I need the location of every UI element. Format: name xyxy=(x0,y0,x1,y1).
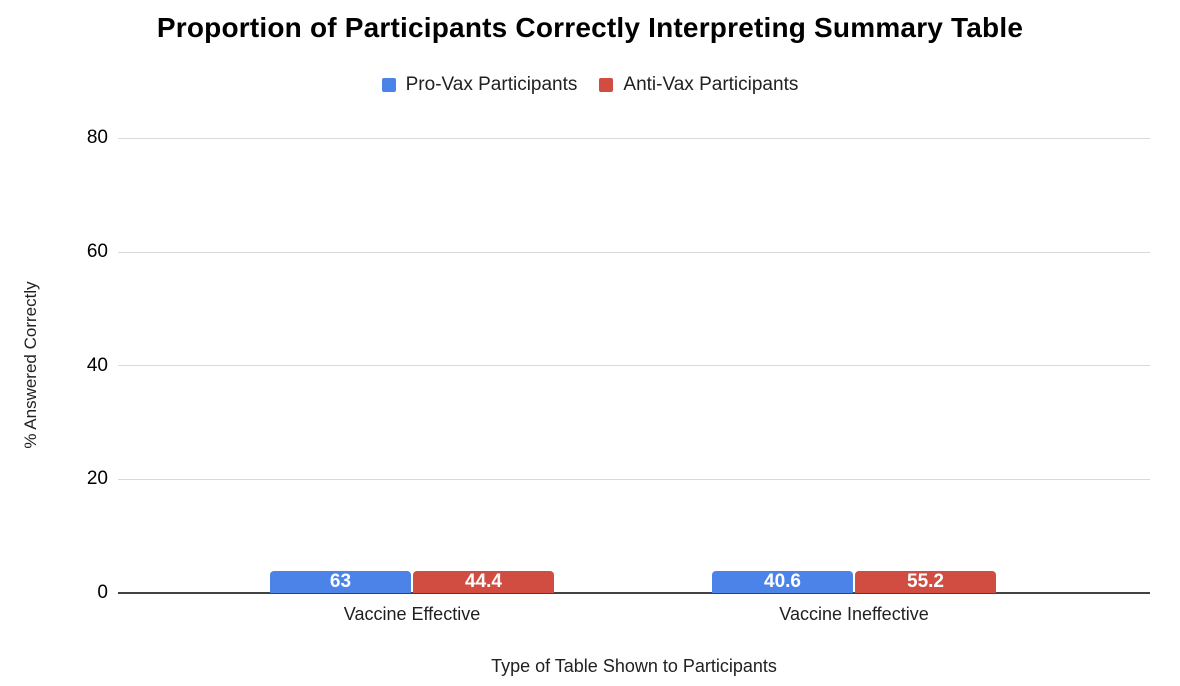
gridline-20 xyxy=(118,479,1150,480)
legend-label-anti-vax: Anti-Vax Participants xyxy=(623,74,799,95)
legend-item-anti-vax: Anti-Vax Participants xyxy=(599,74,798,96)
y-tick-60: 60 xyxy=(86,241,108,262)
bar-anti-vax-ineffective: 55.2 xyxy=(855,571,996,593)
y-tick-20: 20 xyxy=(86,468,108,489)
bar-pro-vax-ineffective: 40.6 xyxy=(712,571,853,593)
x-axis-title: Type of Table Shown to Participants xyxy=(491,656,777,676)
gridline-60 xyxy=(118,252,1150,253)
y-tick-80: 80 xyxy=(86,127,108,148)
legend-swatch-anti-vax-icon xyxy=(599,78,614,92)
x-category-vaccine-ineffective: Vaccine Ineffective xyxy=(779,604,929,624)
y-tick-0: 0 xyxy=(97,582,108,603)
x-category-vaccine-effective: Vaccine Effective xyxy=(343,604,481,624)
legend-label-pro-vax: Pro-Vax Participants xyxy=(405,74,578,95)
gridline-80 xyxy=(118,138,1150,139)
bar-value-label: 63 xyxy=(329,571,352,592)
bar-group-vaccine-ineffective: 40.6 55.2 xyxy=(712,571,996,593)
bar-pro-vax-effective: 63 xyxy=(270,571,411,593)
chart-title: Proportion of Participants Correctly Int… xyxy=(156,12,1024,43)
x-axis-line xyxy=(118,592,1150,594)
bar-value-label: 44.4 xyxy=(465,571,502,592)
legend-swatch-pro-vax-icon xyxy=(381,78,396,92)
bar-value-label: 55.2 xyxy=(907,571,944,592)
legend: Pro-Vax Participants Anti-Vax Participan… xyxy=(0,74,1180,96)
bar-group-vaccine-effective: 63 44.4 xyxy=(270,571,554,593)
legend-item-pro-vax: Pro-Vax Participants xyxy=(381,74,578,96)
bar-value-label: 40.6 xyxy=(764,571,801,592)
bar-anti-vax-effective: 44.4 xyxy=(413,571,554,593)
y-axis-title: % Answered Correctly xyxy=(21,281,40,449)
gridline-40 xyxy=(118,365,1150,366)
plot-area: 63 44.4 40.6 55.2 xyxy=(118,138,1150,594)
y-tick-40: 40 xyxy=(86,355,108,376)
